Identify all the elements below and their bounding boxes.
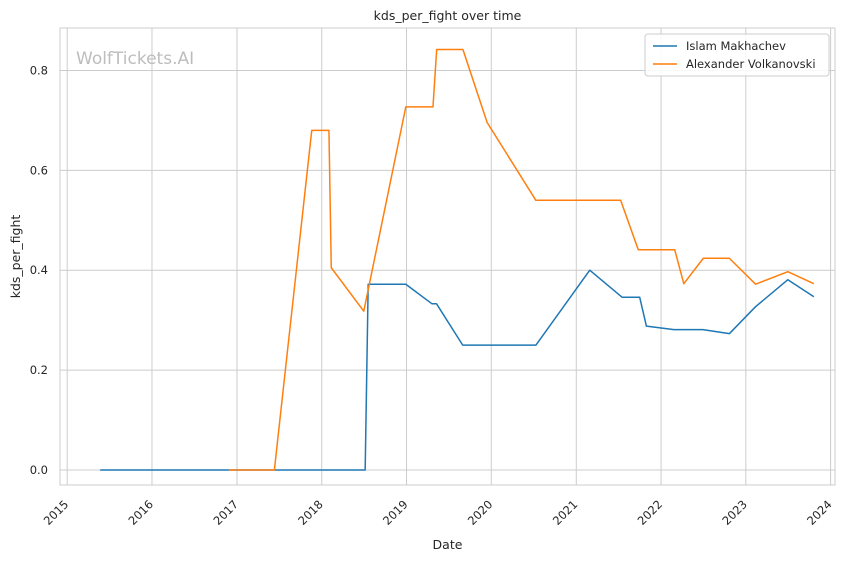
legend-box — [644, 33, 830, 77]
x-tick-label: 2021 — [550, 497, 581, 528]
watermark-text: WolfTickets.AI — [76, 49, 194, 69]
grid — [60, 28, 835, 485]
x-tick-label: 2022 — [635, 497, 666, 528]
legend-label-islam-makhachev: Islam Makhachev — [686, 39, 786, 53]
y-tick-label: 0.0 — [30, 463, 48, 477]
series-line-islam-makhachev — [100, 269, 815, 471]
x-tick-label: 2015 — [41, 497, 72, 528]
y-tick-label: 0.2 — [30, 363, 48, 377]
series-group — [100, 48, 815, 471]
legend: Islam Makhachev Alexander Volkanovski — [644, 33, 830, 77]
y-tick-label: 0.6 — [30, 163, 48, 177]
series-line-alexander-volkanovski — [228, 48, 815, 471]
legend-label-alexander-volkanovski: Alexander Volkanovski — [686, 57, 816, 71]
y-axis-title: kds_per_fight — [8, 215, 23, 299]
y-tick-label: 0.4 — [30, 263, 48, 277]
x-tick-label: 2016 — [125, 497, 156, 528]
x-tick-label: 2024 — [804, 497, 835, 528]
x-tick-label: 2017 — [210, 497, 241, 528]
x-tick-label: 2020 — [465, 497, 496, 528]
tick-labels: 0.0 0.2 0.4 0.6 0.8 2015 2016 2017 2018 2019 2020 2… — [30, 63, 835, 527]
plot-area — [59, 27, 836, 486]
x-tick-label: 2019 — [380, 497, 411, 528]
x-tick-label: 2018 — [295, 497, 326, 528]
x-tick-label: 2023 — [719, 497, 750, 528]
chart-title: kds_per_fight over time — [374, 8, 522, 23]
y-tick-label: 0.8 — [30, 63, 48, 77]
x-axis-title: Date — [433, 537, 463, 552]
